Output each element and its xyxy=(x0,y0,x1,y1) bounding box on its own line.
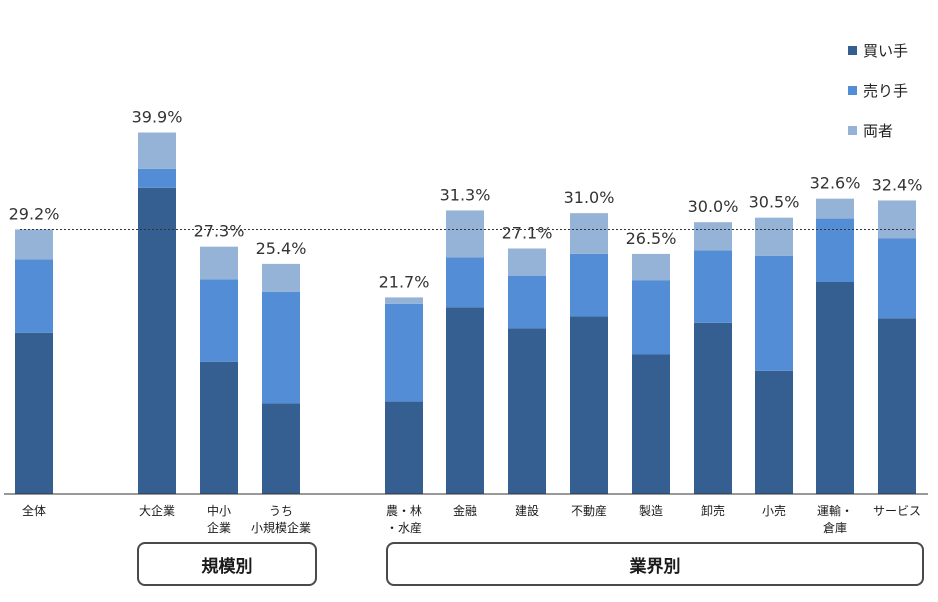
category-label-7-line-0: 不動産 xyxy=(571,503,607,518)
bar-buyer-5 xyxy=(446,307,484,494)
legend-item-buyer: 買い手 xyxy=(848,30,908,70)
bar-total-label-10: 30.5% xyxy=(749,193,800,212)
bar-total-label-6: 27.1% xyxy=(502,223,553,242)
group-label-industry: 業界別 xyxy=(386,542,924,586)
category-label-0-line-0: 全体 xyxy=(22,503,46,518)
legend-label-seller: 売り手 xyxy=(863,81,909,100)
legend-label-both: 両者 xyxy=(863,121,894,140)
bar-both-4 xyxy=(385,297,423,304)
bar-seller-1 xyxy=(138,168,176,188)
bar-seller-2 xyxy=(200,279,238,362)
bar-seller-0 xyxy=(15,259,53,333)
bar-buyer-9 xyxy=(694,322,732,494)
category-label-3-line-0: うち xyxy=(269,504,293,518)
category-label-4-line-1: ・水産 xyxy=(386,520,422,535)
category-label-2-line-1: 企業 xyxy=(207,520,231,535)
bar-buyer-1 xyxy=(138,187,176,494)
bar-buyer-10 xyxy=(755,370,793,494)
bar-total-label-7: 31.0% xyxy=(564,188,615,207)
bar-both-3 xyxy=(262,263,300,292)
bar-total-label-4: 21.7% xyxy=(379,272,430,291)
bar-total-label-3: 25.4% xyxy=(256,239,307,258)
bar-both-8 xyxy=(632,253,670,281)
legend-item-seller: 売り手 xyxy=(848,70,908,110)
bar-both-6 xyxy=(508,248,546,276)
category-label-5-line-0: 金融 xyxy=(453,503,477,518)
category-label-8-line-0: 製造 xyxy=(639,504,663,518)
bar-total-label-9: 30.0% xyxy=(688,197,739,216)
bar-seller-4 xyxy=(385,303,423,402)
bar-seller-12 xyxy=(878,238,916,319)
category-label-2-line-0: 中小 xyxy=(207,503,231,518)
bar-both-0 xyxy=(15,229,53,260)
bar-both-2 xyxy=(200,246,238,280)
bar-buyer-2 xyxy=(200,361,238,494)
legend-label-buyer: 買い手 xyxy=(863,41,909,60)
legend-swatch-buyer xyxy=(848,45,857,55)
bar-seller-6 xyxy=(508,275,546,329)
bar-total-label-1: 39.9% xyxy=(132,108,183,127)
category-label-10-line-0: 小売 xyxy=(762,503,786,518)
bar-both-12 xyxy=(878,200,916,239)
bar-buyer-0 xyxy=(15,332,53,494)
bar-seller-11 xyxy=(816,218,854,282)
bar-total-label-12: 32.4% xyxy=(872,175,923,194)
bar-both-5 xyxy=(446,210,484,258)
bar-buyer-11 xyxy=(816,281,854,494)
bar-seller-5 xyxy=(446,257,484,308)
bar-total-label-0: 29.2% xyxy=(9,204,60,223)
bar-buyer-7 xyxy=(570,316,608,494)
bar-seller-8 xyxy=(632,280,670,355)
category-label-1-line-0: 大企業 xyxy=(139,503,175,518)
bar-seller-10 xyxy=(755,255,793,371)
bar-seller-3 xyxy=(262,291,300,404)
category-label-3-line-1: 小規模企業 xyxy=(251,520,311,535)
bar-buyer-12 xyxy=(878,318,916,494)
category-label-11-line-1: 倉庫 xyxy=(823,520,847,535)
bar-both-9 xyxy=(694,222,732,251)
bar-both-1 xyxy=(138,132,176,169)
bar-seller-9 xyxy=(694,250,732,323)
group-label-size: 規模別 xyxy=(137,542,317,586)
bar-both-10 xyxy=(755,217,793,256)
bar-buyer-6 xyxy=(508,328,546,494)
bar-both-7 xyxy=(570,213,608,254)
bar-total-label-8: 26.5% xyxy=(626,229,677,248)
bar-both-11 xyxy=(816,198,854,219)
bar-total-label-11: 32.6% xyxy=(810,174,861,193)
category-label-4-line-0: 農・林 xyxy=(386,504,422,518)
bar-buyer-3 xyxy=(262,403,300,494)
legend-swatch-seller xyxy=(848,85,857,95)
bar-total-label-5: 31.3% xyxy=(440,185,491,204)
category-label-12-line-0: サービス xyxy=(873,504,921,518)
group-label-industry-text: 業界別 xyxy=(629,556,681,577)
group-label-size-text: 規模別 xyxy=(201,556,253,577)
bar-buyer-8 xyxy=(632,354,670,494)
category-label-9-line-0: 卸売 xyxy=(701,503,725,518)
bar-buyer-4 xyxy=(385,401,423,494)
bar-seller-7 xyxy=(570,253,608,317)
bar-total-label-2: 27.3% xyxy=(194,222,245,241)
category-label-6-line-0: 建設 xyxy=(515,503,539,518)
category-label-11-line-0: 運輸・ xyxy=(817,503,853,518)
legend-item-both: 両者 xyxy=(848,110,908,150)
chart-legend: 買い手 売り手 両者 xyxy=(848,30,908,150)
legend-swatch-both xyxy=(848,125,857,135)
